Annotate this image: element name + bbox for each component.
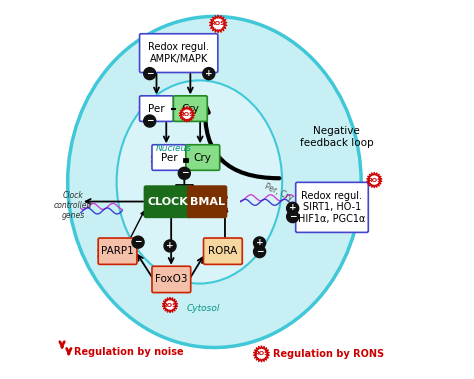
Circle shape xyxy=(254,237,265,249)
Ellipse shape xyxy=(117,80,282,283)
FancyBboxPatch shape xyxy=(296,182,368,232)
Text: ROS: ROS xyxy=(180,112,194,117)
Text: ROS: ROS xyxy=(254,351,269,356)
Text: Redox regul.
SIRT1, HO-1
HIF1α, PGC1α: Redox regul. SIRT1, HO-1 HIF1α, PGC1α xyxy=(298,191,365,224)
Text: CLOCK: CLOCK xyxy=(147,197,188,207)
Polygon shape xyxy=(366,172,382,188)
Text: BMAL: BMAL xyxy=(190,197,225,207)
Ellipse shape xyxy=(68,16,361,348)
Text: Clock
controlled
genes: Clock controlled genes xyxy=(54,191,92,221)
Text: FoxO3: FoxO3 xyxy=(155,274,188,284)
Text: −: − xyxy=(256,247,264,256)
Text: ROS: ROS xyxy=(367,178,382,183)
Circle shape xyxy=(287,211,299,222)
Text: −: − xyxy=(146,116,154,125)
Text: Negative
feedback loop: Negative feedback loop xyxy=(300,126,374,148)
FancyBboxPatch shape xyxy=(152,266,191,293)
Text: −: − xyxy=(146,69,154,78)
Text: +: + xyxy=(205,69,213,78)
FancyBboxPatch shape xyxy=(203,238,242,265)
Text: RORA: RORA xyxy=(208,246,237,256)
Text: Per, Cry: Per, Cry xyxy=(264,182,294,203)
FancyBboxPatch shape xyxy=(98,238,137,265)
Text: ROS: ROS xyxy=(211,22,226,27)
FancyBboxPatch shape xyxy=(139,96,173,121)
Text: +: + xyxy=(256,238,264,247)
Circle shape xyxy=(132,236,144,248)
Text: +: + xyxy=(289,204,297,213)
FancyBboxPatch shape xyxy=(152,145,186,170)
Text: Regulation by noise: Regulation by noise xyxy=(74,347,184,357)
FancyBboxPatch shape xyxy=(145,186,191,217)
Text: Per: Per xyxy=(148,103,165,114)
Circle shape xyxy=(203,67,215,80)
Circle shape xyxy=(164,240,176,252)
Circle shape xyxy=(144,115,156,127)
Text: Cry: Cry xyxy=(182,103,199,114)
Text: Cytosol: Cytosol xyxy=(186,304,220,313)
Text: Redox regul.
AMPK/MAPK: Redox regul. AMPK/MAPK xyxy=(148,42,209,64)
FancyBboxPatch shape xyxy=(139,34,218,72)
Text: −: − xyxy=(181,168,188,177)
FancyBboxPatch shape xyxy=(173,96,207,121)
FancyBboxPatch shape xyxy=(186,145,219,170)
Circle shape xyxy=(287,202,299,215)
Text: Per: Per xyxy=(161,152,177,163)
Circle shape xyxy=(144,67,156,80)
Text: Regulation by RONS: Regulation by RONS xyxy=(273,349,384,359)
Text: +: + xyxy=(166,241,174,250)
FancyBboxPatch shape xyxy=(188,186,227,217)
Circle shape xyxy=(178,167,191,179)
Text: ROS: ROS xyxy=(163,302,177,307)
Text: Cry: Cry xyxy=(194,152,212,163)
Polygon shape xyxy=(179,106,195,122)
Text: −: − xyxy=(134,237,142,246)
Polygon shape xyxy=(210,15,227,33)
Polygon shape xyxy=(162,297,178,313)
Text: PARP1: PARP1 xyxy=(101,246,134,256)
Polygon shape xyxy=(253,346,270,362)
Circle shape xyxy=(254,246,265,258)
Text: Nucleus: Nucleus xyxy=(156,144,192,153)
Text: −: − xyxy=(289,212,296,221)
